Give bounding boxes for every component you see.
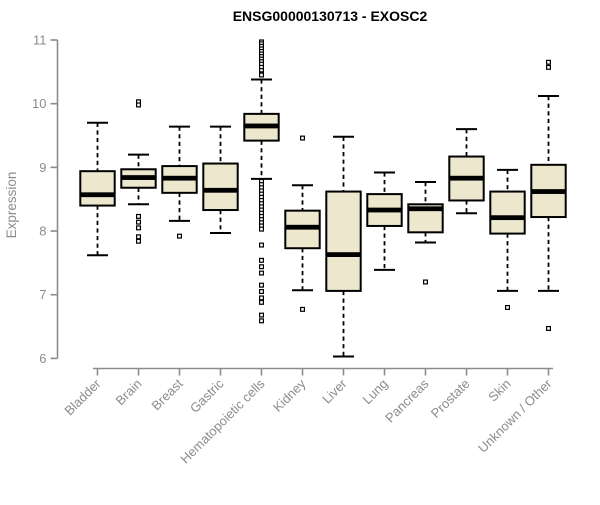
x-tick-label: Pancreas bbox=[382, 376, 432, 426]
outlier-point bbox=[259, 282, 265, 288]
iqr-box bbox=[202, 162, 239, 212]
boxplot-bladder bbox=[79, 121, 116, 257]
median-line bbox=[367, 207, 402, 213]
outlier-point bbox=[259, 264, 265, 270]
outlier-point bbox=[300, 135, 306, 141]
outlier-point bbox=[136, 225, 142, 231]
outlier-point bbox=[136, 234, 142, 240]
median-line bbox=[531, 189, 566, 194]
median-line bbox=[203, 187, 238, 193]
x-tick-label: Breast bbox=[148, 376, 185, 413]
y-tick-label: 8 bbox=[39, 224, 46, 239]
x-tick-label: Brain bbox=[113, 376, 145, 408]
median-line bbox=[490, 215, 525, 221]
median-line bbox=[121, 175, 156, 180]
median-line bbox=[449, 175, 484, 181]
median-line bbox=[244, 123, 279, 129]
x-tick-label: Gastric bbox=[187, 376, 227, 416]
boxplot-skin bbox=[489, 168, 526, 310]
outlier-point bbox=[259, 318, 265, 324]
x-tick-label: Unknown / Other bbox=[475, 376, 555, 456]
y-axis-label: Expression bbox=[4, 172, 19, 239]
outlier-point bbox=[136, 102, 142, 108]
outlier-point bbox=[177, 233, 183, 239]
outlier-point bbox=[423, 279, 429, 285]
iqr-box bbox=[325, 190, 362, 292]
boxplot-liver bbox=[325, 135, 362, 358]
median-line bbox=[162, 175, 197, 181]
outlier-point bbox=[300, 306, 306, 312]
outlier-point bbox=[259, 72, 265, 78]
boxplot-brain bbox=[120, 99, 157, 244]
x-tick-label: Liver bbox=[319, 376, 350, 407]
median-line bbox=[80, 192, 115, 198]
chart-title: ENSG00000130713 - EXOSC2 bbox=[233, 8, 428, 24]
median-line bbox=[326, 252, 361, 258]
boxplot-prostate bbox=[448, 128, 485, 215]
x-tick-label: Kidney bbox=[270, 376, 309, 415]
outlier-point bbox=[259, 242, 265, 248]
iqr-box bbox=[489, 190, 526, 235]
x-tick-label: Bladder bbox=[61, 376, 104, 419]
outlier-point bbox=[259, 312, 265, 318]
boxplot-hematopoietic-cells bbox=[243, 39, 280, 324]
y-tick-label: 9 bbox=[39, 160, 46, 175]
boxplot-breast bbox=[161, 125, 198, 239]
outlier-point bbox=[259, 257, 265, 263]
boxplot-lung bbox=[366, 171, 403, 271]
outlier-point bbox=[259, 226, 265, 232]
outlier-point bbox=[136, 219, 142, 225]
outlier-point bbox=[259, 289, 265, 295]
median-line bbox=[285, 224, 320, 230]
y-tick-label: 11 bbox=[33, 33, 47, 48]
outlier-point bbox=[259, 295, 265, 301]
outlier-point bbox=[136, 213, 142, 219]
median-line bbox=[408, 206, 443, 212]
outlier-point bbox=[545, 64, 551, 70]
outlier-point bbox=[545, 325, 551, 331]
outlier-point bbox=[545, 59, 551, 65]
outlier-point bbox=[259, 270, 265, 276]
boxplot-gastric bbox=[202, 125, 239, 234]
y-tick-label: 6 bbox=[39, 351, 46, 366]
boxplot-kidney bbox=[284, 135, 321, 312]
boxplot-unknown-other bbox=[530, 59, 567, 331]
x-tick-label: Prostate bbox=[428, 376, 473, 421]
y-tick-label: 10 bbox=[32, 96, 46, 111]
x-tick-label: Skin bbox=[485, 376, 513, 404]
x-tick-label: Lung bbox=[360, 376, 391, 407]
outlier-point bbox=[136, 238, 142, 244]
outlier-point bbox=[259, 299, 265, 305]
y-tick-label: 7 bbox=[39, 287, 46, 302]
boxplot-series bbox=[79, 39, 567, 358]
outlier-point bbox=[505, 304, 511, 310]
iqr-box bbox=[79, 170, 116, 207]
boxplot-pancreas bbox=[407, 181, 444, 285]
